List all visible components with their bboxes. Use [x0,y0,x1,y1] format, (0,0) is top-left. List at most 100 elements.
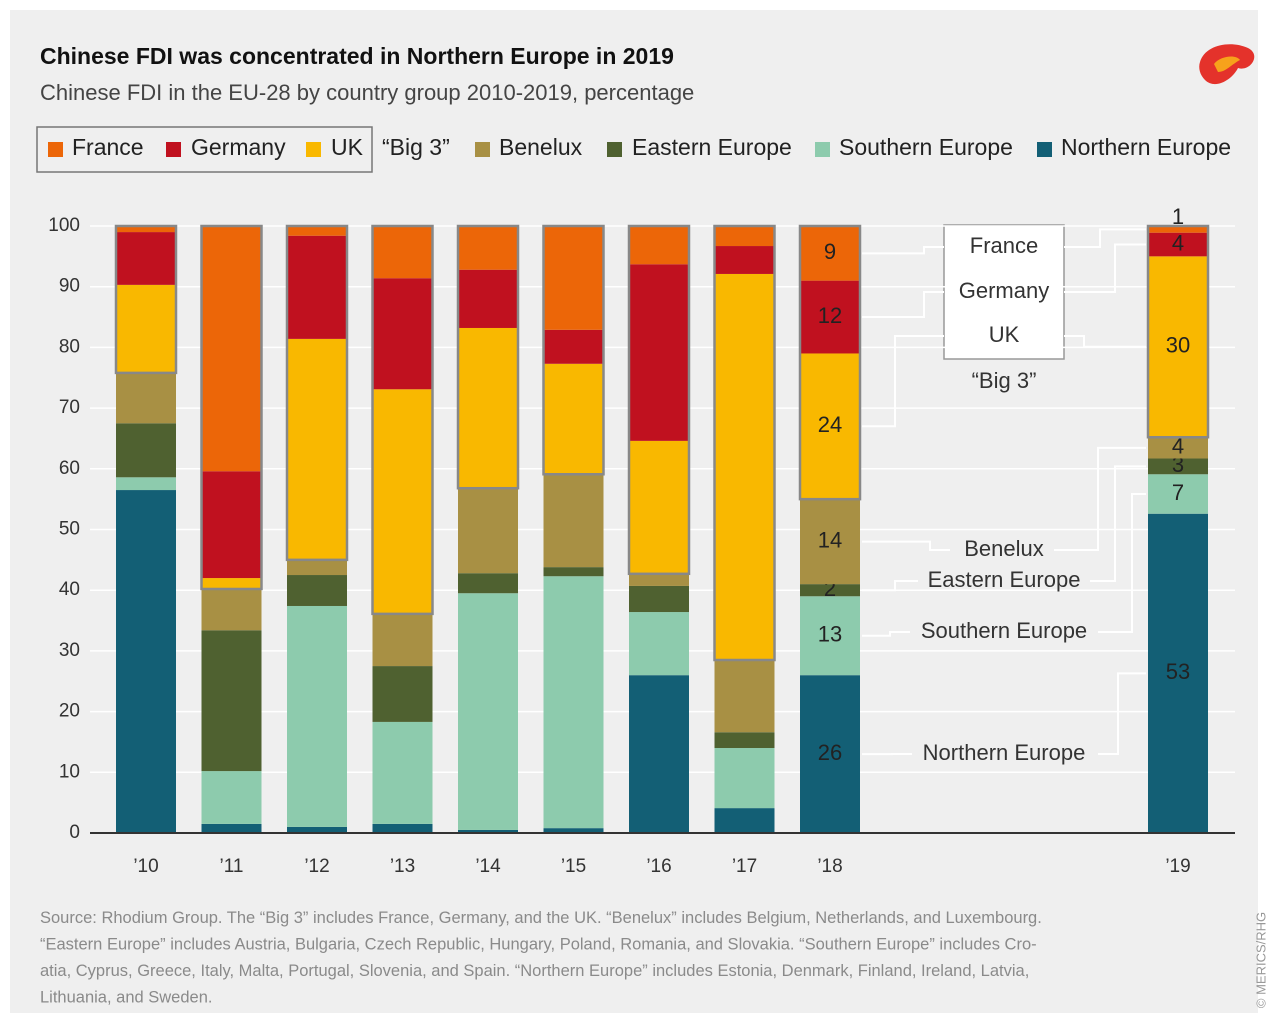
annotation-line [862,291,944,319]
bar-segment [116,284,176,373]
x-tick-label: ’18 [817,856,842,877]
value-label: 4 [1172,230,1184,255]
annotation-label: Southern Europe [921,618,1087,643]
bar-segment [372,721,433,824]
bar-segment [458,327,518,489]
bar-segment [1148,226,1208,233]
annotation-label: UK [989,322,1020,347]
x-tick-label: ’13 [390,856,415,877]
bar-segment [201,823,262,833]
legend-swatch [166,142,181,157]
bar-segment [1148,513,1208,833]
bar-segment [800,596,860,676]
source-line: atia, Cyprus, Greece, Italy, Malta, Port… [40,962,1029,980]
bar-segment [800,226,860,281]
legend-label: UK [331,134,364,160]
logo-shape [1214,56,1240,72]
annotation-line [862,631,910,637]
bar-segment [800,584,860,597]
bar-segment [372,226,433,279]
annotation-line [1064,228,1146,248]
annotation-line [1098,492,1146,633]
annotation-label: Germany [959,278,1049,303]
x-tick-label: ’11 [220,856,244,877]
value-label: 53 [1166,659,1190,684]
x-tick-label: ’19 [1165,856,1190,877]
y-tick-label: 10 [59,761,80,782]
annotation-line [862,335,944,428]
value-label: 9 [824,239,836,264]
bar-segment [1148,256,1208,438]
x-tick-label: ’15 [561,856,586,877]
legend-swatch [306,142,321,157]
bar-segment [201,226,262,472]
bar-segment [458,488,518,574]
chart-subtitle: Chinese FDI in the EU-28 by country grou… [40,80,694,105]
annotation-line [1064,243,1146,293]
legend-swatch [607,142,622,157]
annotation-label: Eastern Europe [928,567,1081,592]
legend-label: Northern Europe [1061,134,1231,160]
bar-segment [201,588,262,631]
value-label: 7 [1172,480,1184,505]
bar-segment [800,499,860,585]
y-tick-label: 100 [48,215,80,236]
bar-segment [201,630,262,772]
group-outline [200,224,263,591]
bar-segment [629,675,689,833]
group-outline [627,224,691,576]
legend-label: Eastern Europe [632,134,792,160]
bar-segment [287,605,347,827]
bar-segment [116,226,176,233]
value-label: 14 [818,527,842,552]
bar-segment [458,829,518,833]
bar-segment [543,226,604,330]
legend-swatch [48,142,63,157]
source-line: “Eastern Europe” includes Austria, Bulga… [40,936,1037,954]
group-outline [285,224,349,562]
bar-segment [201,771,262,824]
annotation-line [862,246,944,255]
legend-label: Benelux [499,134,583,160]
bar-segment [629,264,689,441]
y-tick-label: 80 [59,336,80,357]
value-label: 26 [818,740,842,765]
annotation-line [1098,672,1146,755]
group-outline [371,224,434,616]
bar-segment [714,226,775,247]
bar-segment [629,440,689,574]
group-outline [542,224,605,476]
bar-segment [800,675,860,833]
bar-segment [458,593,518,830]
y-tick-label: 0 [69,822,80,843]
value-label: 24 [818,412,842,437]
legend-swatch [815,142,830,157]
bar-segment [714,748,775,809]
bar-segment [543,474,604,568]
x-tick-label: ’12 [304,856,329,877]
annotation-line [1064,335,1146,348]
bar-segment [458,269,518,328]
legend-group-box [36,126,373,173]
source-line: Source: Rhodium Group. The “Big 3” inclu… [40,909,1042,927]
value-label: 30 [1166,333,1190,358]
bar-segment [287,826,347,833]
bar-segment [372,278,433,390]
bar-segment [1148,437,1208,459]
bar-segment [201,578,262,589]
bar-segment [116,490,176,833]
annotation-label: Benelux [964,536,1044,561]
legend-swatch [1037,142,1052,157]
value-label: 13 [818,622,842,647]
bar-segment [800,353,860,500]
bar-segment [287,559,347,576]
chart-title: Chinese FDI was concentrated in Northern… [40,43,674,69]
x-tick-label: ’10 [133,856,158,877]
legend-swatch [475,142,490,157]
source-line: Lithuania, and Sweden. [40,989,212,1007]
logo [1199,44,1255,85]
bar-segment [372,389,433,614]
annotation-label: France [970,233,1038,258]
bar-segment [629,573,689,586]
